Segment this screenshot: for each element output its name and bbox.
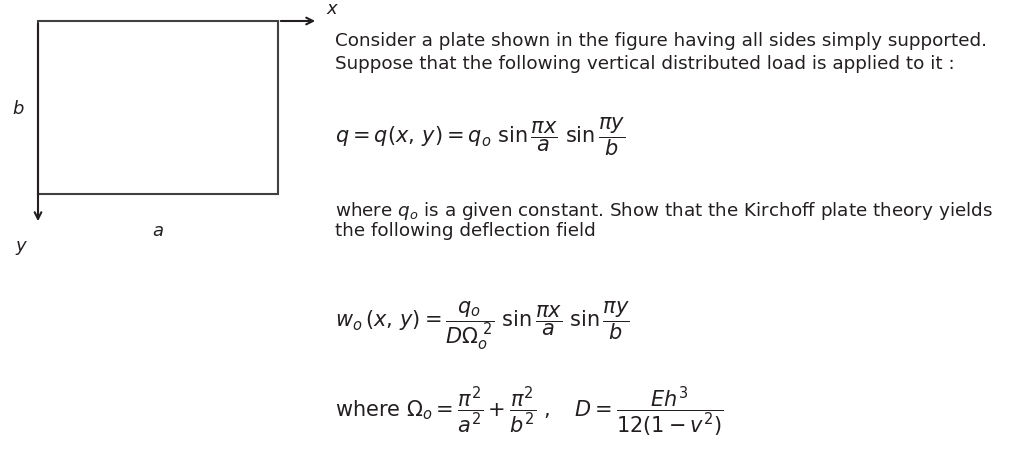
Text: $w_o\,(x,\, y) = \dfrac{q_o}{D\Omega_o^{\ 2}}\ \sin\dfrac{\pi x}{a}\ \sin\dfrac{: $w_o\,(x,\, y) = \dfrac{q_o}{D\Omega_o^{… [335, 300, 630, 351]
Text: the following deflection field: the following deflection field [335, 221, 596, 239]
Bar [38, 22, 278, 194]
Text: Suppose that the following vertical distributed load is applied to it :: Suppose that the following vertical dist… [335, 55, 954, 73]
Text: Consider a plate shown in the figure having all sides simply supported.: Consider a plate shown in the figure hav… [335, 32, 987, 50]
Text: $q = q(x,\, y) = q_o\ \sin\dfrac{\pi x}{a}\ \sin\dfrac{\pi y}{b}$: $q = q(x,\, y) = q_o\ \sin\dfrac{\pi x}{… [335, 115, 626, 157]
Text: where $q_o$ is a given constant. Show that the Kirchoff plate theory yields: where $q_o$ is a given constant. Show th… [335, 200, 993, 221]
Text: x: x [326, 0, 337, 18]
Text: b: b [12, 99, 24, 117]
Text: y: y [15, 237, 26, 255]
Text: a: a [153, 221, 164, 239]
Text: where $\Omega_o = \dfrac{\pi^2}{a^2}+\dfrac{\pi^2}{b^2}\ ,\quad D=\dfrac{Eh^3}{1: where $\Omega_o = \dfrac{\pi^2}{a^2}+\df… [335, 384, 723, 438]
